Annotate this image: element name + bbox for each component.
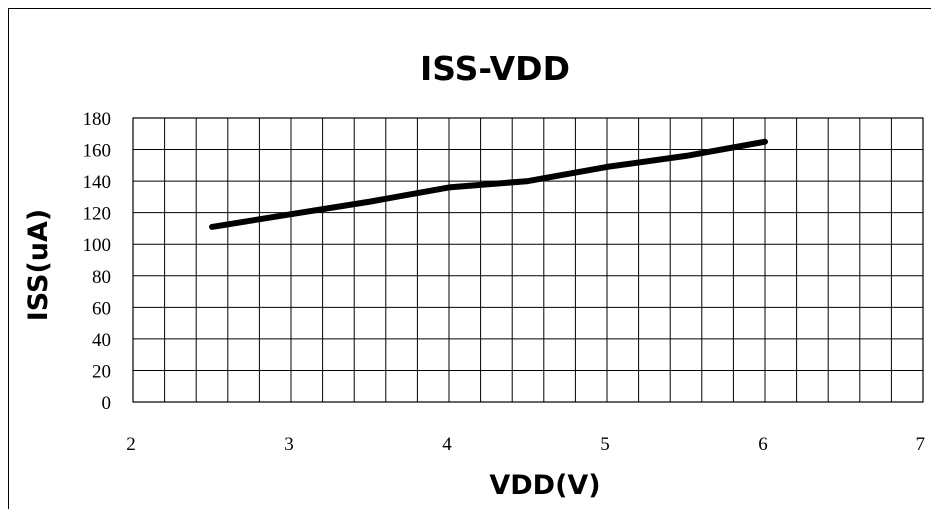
y-tick-label: 40 bbox=[92, 330, 111, 351]
x-tick-label: 7 bbox=[916, 434, 926, 455]
y-tick-label: 100 bbox=[83, 235, 112, 256]
x-tick-label: 6 bbox=[758, 434, 768, 455]
grid bbox=[132, 117, 924, 403]
y-tick-label: 0 bbox=[102, 393, 112, 414]
x-tick-label: 3 bbox=[284, 434, 294, 455]
y-axis-ticks: 0 20 40 60 80 100 120 140 160 180 bbox=[83, 109, 112, 414]
chart-title: ISS-VDD bbox=[420, 49, 570, 88]
series-line bbox=[209, 138, 768, 230]
y-tick-label: 160 bbox=[83, 141, 112, 162]
y-tick-label: 60 bbox=[92, 298, 111, 319]
y-tick-label: 140 bbox=[83, 172, 112, 193]
y-tick-label: 20 bbox=[92, 361, 111, 382]
x-axis-ticks: 2 3 4 5 6 7 bbox=[126, 434, 925, 455]
x-tick-label: 5 bbox=[600, 434, 610, 455]
x-tick-label: 2 bbox=[126, 434, 136, 455]
plot-area bbox=[132, 117, 924, 403]
y-tick-label: 120 bbox=[83, 204, 112, 225]
y-tick-label: 80 bbox=[92, 267, 111, 288]
y-axis-title: ISS(uA) bbox=[23, 209, 54, 322]
x-tick-label: 4 bbox=[442, 434, 452, 455]
series-layer bbox=[209, 138, 768, 230]
x-axis-title: VDD(V) bbox=[489, 470, 600, 501]
y-tick-label: 180 bbox=[83, 109, 112, 130]
